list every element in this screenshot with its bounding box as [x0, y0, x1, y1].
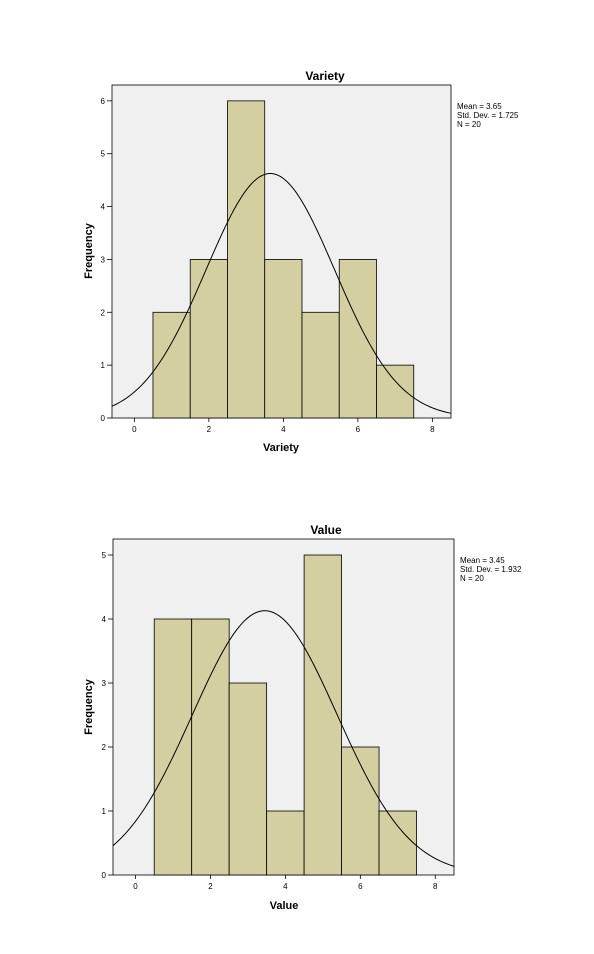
value-stats-mean: Mean = 3.45 — [460, 556, 505, 565]
value-x-axis-label: Value — [270, 900, 299, 912]
variety-bar-3 — [227, 100, 266, 419]
variety-x-tick-label: 4 — [281, 425, 286, 434]
value-x-tick-label: 0 — [133, 882, 138, 891]
variety-bar-1 — [152, 311, 191, 419]
variety-x-axis-label: Variety — [263, 442, 300, 454]
variety-stats-n: N = 20 — [457, 120, 481, 129]
value-bar-7 — [378, 810, 417, 876]
value-y-ticks: 0 1 2 3 4 5 — [102, 551, 113, 880]
value-bar-5 — [303, 554, 342, 876]
variety-bar-7 — [376, 364, 415, 419]
variety-bar-6 — [338, 259, 377, 419]
variety-y-tick-label: 1 — [101, 361, 106, 370]
variety-stats-mean: Mean = 3.65 — [457, 102, 502, 111]
value-y-tick-label: 3 — [102, 679, 107, 688]
variety-y-axis-label: Frequency — [83, 222, 95, 279]
value-bar-2 — [191, 618, 230, 876]
value-y-tick-label: 0 — [102, 871, 107, 880]
value-y-tick-label: 5 — [102, 551, 107, 560]
value-y-axis-label: Frequency — [83, 678, 95, 735]
variety-x-ticks: 0 2 4 6 8 — [132, 418, 435, 434]
value-y-tick-label: 1 — [102, 807, 107, 816]
variety-normal-curve — [111, 173, 452, 414]
value-y-tick-label: 4 — [102, 615, 107, 624]
value-bars — [153, 554, 417, 876]
variety-y-tick-label: 3 — [101, 255, 106, 264]
value-x-tick-label: 8 — [433, 882, 438, 891]
variety-x-tick-label: 2 — [207, 425, 212, 434]
variety-y-ticks: 0 1 2 3 4 5 6 — [101, 97, 112, 423]
value-histogram: Value Value Frequency Mean = 3.45 Std. D… — [83, 523, 522, 912]
variety-bar-4 — [264, 259, 303, 419]
variety-histogram: Variety Variety Frequency Mean = 3.65 St… — [83, 69, 519, 454]
value-chart-title: Value — [310, 523, 342, 537]
variety-bars — [152, 100, 415, 419]
variety-y-tick-label: 0 — [101, 414, 106, 423]
variety-bar-5 — [301, 311, 340, 419]
value-x-tick-label: 6 — [358, 882, 363, 891]
value-bar-1 — [153, 618, 193, 876]
value-bar-6 — [341, 746, 380, 876]
variety-x-tick-label: 0 — [132, 425, 137, 434]
variety-chart-title: Variety — [305, 69, 345, 83]
value-stats-sd: Std. Dev. = 1.932 — [460, 565, 522, 574]
value-normal-curve — [112, 610, 455, 867]
variety-y-tick-label: 6 — [101, 97, 106, 106]
value-curve-group — [112, 610, 455, 867]
variety-curve-group — [111, 173, 452, 414]
variety-y-tick-label: 4 — [101, 203, 106, 212]
value-x-ticks: 0 2 4 6 8 — [133, 875, 438, 891]
value-bar-3 — [228, 682, 268, 876]
value-x-tick-label: 2 — [208, 882, 213, 891]
value-y-tick-label: 2 — [102, 743, 107, 752]
value-x-tick-label: 4 — [283, 882, 288, 891]
variety-y-tick-label: 5 — [101, 150, 106, 159]
value-stats-n: N = 20 — [460, 574, 484, 583]
variety-bar-2 — [189, 259, 228, 419]
variety-y-tick-label: 2 — [101, 308, 106, 317]
variety-x-tick-label: 6 — [356, 425, 361, 434]
variety-x-tick-label: 8 — [430, 425, 435, 434]
value-bar-4 — [266, 810, 305, 876]
variety-stats-sd: Std. Dev. = 1.725 — [457, 111, 519, 120]
